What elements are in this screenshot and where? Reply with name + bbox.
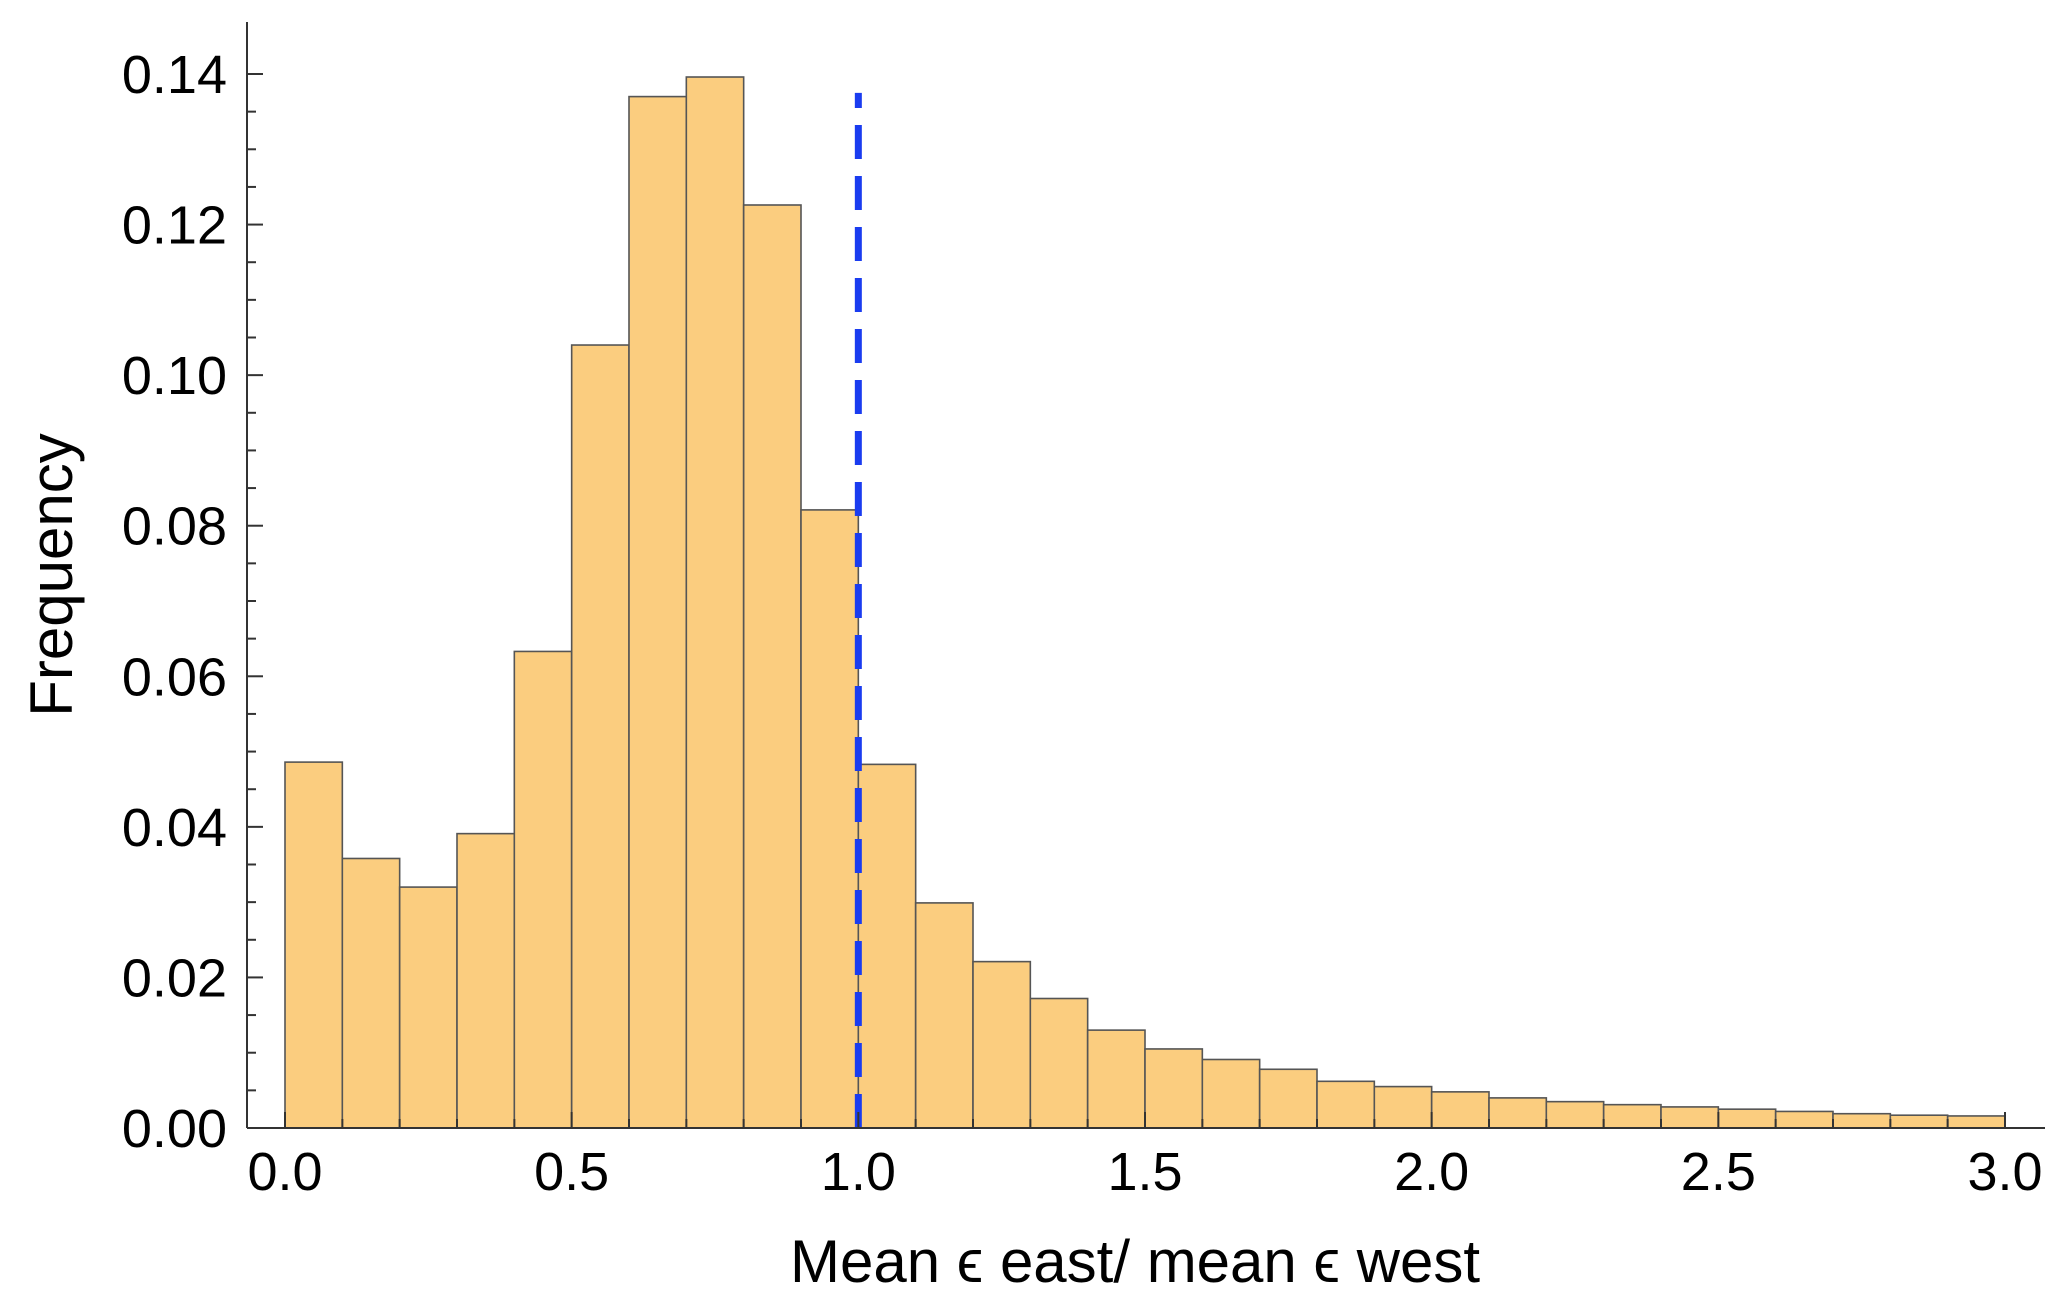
x-tick-label: 1.0 [821,1142,896,1202]
histogram-bar [972,960,1032,1129]
x-axis-title: Mean ϵ east/ mean ϵ west [790,1228,1480,1295]
y-tick-label: 0.14 [122,45,227,105]
y-tick-label: 0.02 [122,948,227,1008]
histogram-bar [513,650,573,1129]
histogram-bar [1889,1114,1949,1129]
histogram-bar [1144,1048,1204,1129]
y-axis-title: Frequency [18,433,85,716]
histogram-bar [628,95,688,1129]
histogram-bar [1488,1097,1548,1129]
histogram-bar [742,204,802,1129]
y-tick-label: 0.08 [122,497,227,557]
histogram-bar [1086,1029,1146,1129]
histogram-bar [1316,1080,1376,1129]
histogram-bars [284,76,2006,1129]
histogram-bar [341,857,401,1129]
histogram-bar [398,886,458,1129]
y-tick-label: 0.00 [122,1099,227,1159]
histogram-bar [800,509,860,1129]
x-tick-label: 0.5 [534,1142,609,1202]
histogram-bar [1660,1106,1720,1129]
histogram-bar [1545,1100,1605,1129]
histogram-bar [1258,1068,1318,1129]
histogram-bar [1373,1085,1433,1129]
histogram-bar [1832,1112,1892,1129]
x-tick-label: 3.0 [1967,1142,2042,1202]
histogram-bar [1430,1091,1490,1129]
x-tick-label: 1.5 [1107,1142,1182,1202]
histogram-bar [685,76,745,1129]
histogram-bar [1717,1108,1777,1129]
histogram-bar [857,763,917,1129]
histogram-bar [570,344,630,1129]
histogram-bar [1946,1115,2006,1129]
x-axis-ticks: 0.0 0.5 1.0 1.5 2.0 2.5 3.0 [247,1112,2043,1202]
histogram-bar [456,832,516,1129]
histogram-bar [1602,1103,1662,1129]
y-tick-label: 0.12 [122,196,227,256]
x-tick-label: 0.0 [247,1142,322,1202]
histogram-bar [284,761,344,1129]
y-tick-label: 0.10 [122,346,227,406]
histogram-bar [1774,1110,1834,1129]
x-tick-label: 2.0 [1394,1142,1469,1202]
histogram-bar [1029,997,1089,1129]
histogram-bar [914,902,974,1129]
y-tick-label: 0.04 [122,798,227,858]
y-tick-label: 0.06 [122,647,227,707]
y-axis-ticks: 0.00 0.02 0.04 0.06 0.08 0.10 0.12 0.14 [122,45,263,1159]
histogram-bar [1201,1058,1261,1129]
x-tick-label: 2.5 [1681,1142,1756,1202]
